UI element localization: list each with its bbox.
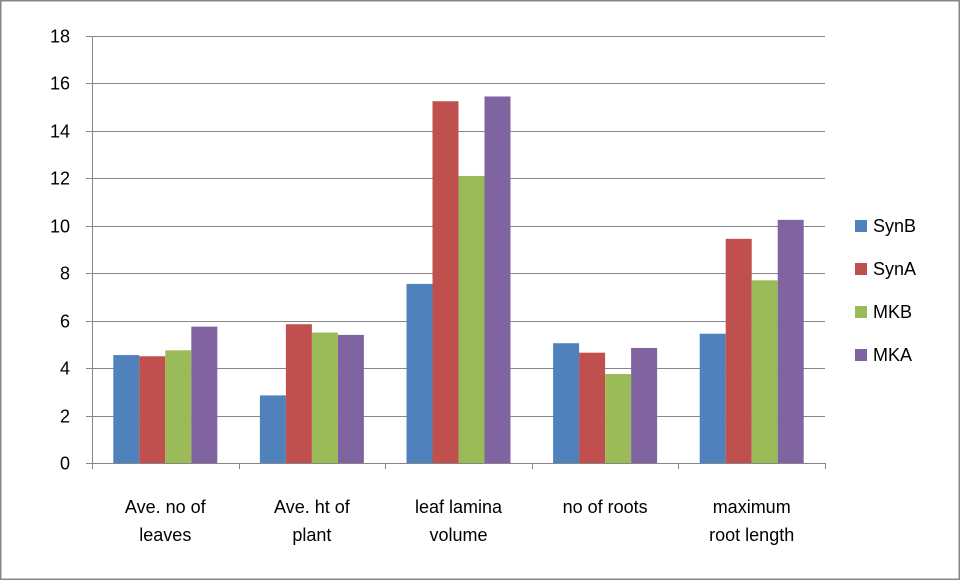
y-tick-label-2: 4 [60, 359, 70, 379]
bar-mkb-2 [458, 175, 485, 463]
y-tick-label-7: 14 [50, 122, 70, 142]
legend-swatch-synb [855, 220, 867, 232]
bar-mka-1 [337, 334, 364, 463]
bar-mkb-3 [605, 374, 632, 463]
bar-mka-2 [484, 96, 511, 464]
y-tick-label-8: 16 [50, 74, 70, 94]
y-tick-label-6: 12 [50, 169, 70, 189]
y-tick-label-1: 2 [60, 407, 70, 427]
bar-mkb-4 [751, 280, 778, 463]
legend-label-syna: SynA [873, 259, 916, 279]
bar-syna-3 [579, 352, 606, 463]
category-label-1: Ave. ht of plant [274, 497, 351, 545]
legend-swatch-mka [855, 349, 867, 361]
bar-syna-4 [725, 238, 752, 463]
category-label-0: Ave. no of leaves [125, 497, 207, 545]
y-tick-label-0: 0 [60, 454, 70, 474]
category-label-4: maximum root length [709, 497, 794, 545]
bar-synb-1 [259, 395, 286, 463]
legend-label-mka: MKA [873, 345, 912, 365]
axes [86, 36, 826, 469]
bar-mka-3 [631, 347, 658, 463]
legend: SynB SynA MKB MKA [855, 216, 916, 365]
bar-mka-0 [191, 326, 218, 463]
bar-synb-0 [113, 355, 140, 463]
bar-mkb-1 [311, 332, 338, 463]
bar-mka-4 [777, 219, 804, 463]
bar-syna-1 [285, 324, 312, 463]
bar-synb-3 [553, 343, 580, 463]
legend-swatch-syna [855, 263, 867, 275]
category-label-3: no of roots [563, 497, 648, 517]
bar-synb-4 [699, 333, 726, 463]
bar-synb-2 [406, 283, 433, 463]
legend-swatch-mkb [855, 306, 867, 318]
bar-syna-2 [432, 101, 459, 464]
bar-mkb-0 [165, 350, 192, 463]
category-label-2: leaf lamina volume [415, 497, 503, 545]
y-tick-label-4: 8 [60, 264, 70, 284]
y-tick-label-3: 6 [60, 312, 70, 332]
y-tick-labels: 0 2 4 6 8 10 12 14 16 18 [50, 27, 70, 474]
legend-label-synb: SynB [873, 216, 916, 236]
legend-label-mkb: MKB [873, 302, 912, 322]
bar-syna-0 [139, 356, 166, 463]
category-labels: Ave. no of leaves Ave. ht of plant leaf lami… [125, 497, 794, 545]
y-tick-label-5: 10 [50, 217, 70, 237]
bars [113, 96, 804, 464]
y-tick-label-9: 18 [50, 27, 70, 47]
